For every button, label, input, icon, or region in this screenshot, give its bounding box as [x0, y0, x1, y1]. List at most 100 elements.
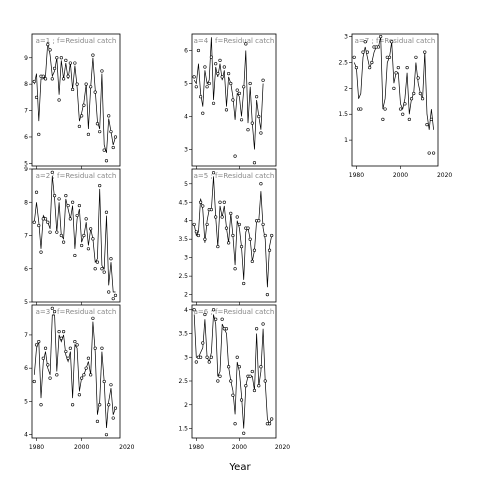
data-point — [211, 308, 216, 312]
data-point — [403, 102, 407, 106]
panel-frame — [351, 33, 439, 167]
data-point — [107, 290, 111, 294]
panel-title: a=5 ; f=Residual catch — [194, 172, 275, 180]
y-tick-label: 2.5 — [178, 378, 188, 385]
data-point — [201, 111, 205, 115]
panel-1: a=1 ; f=Residual catch 5 6 7 8 9 — [24, 33, 121, 169]
fitted-line — [33, 314, 116, 429]
data-point — [209, 355, 213, 359]
panel-6: a=3 ; f=Residual catch 4 5 6 7 1980 2000 2020 — [24, 304, 135, 451]
data-point — [93, 346, 97, 350]
data-point — [218, 58, 222, 63]
data-point — [255, 327, 259, 331]
data-point — [394, 71, 398, 75]
data-point — [224, 327, 229, 331]
data-point — [220, 75, 224, 79]
panel-frame — [191, 304, 277, 439]
data-point — [82, 373, 86, 377]
data-point — [233, 422, 237, 426]
y-tick-label: 8 — [24, 199, 28, 206]
data-point — [239, 398, 244, 402]
data-point — [250, 369, 254, 374]
data-point — [270, 233, 274, 238]
data-point — [50, 77, 54, 81]
data-point — [100, 69, 104, 73]
data-point — [192, 308, 196, 312]
data-point — [57, 197, 61, 201]
data-point — [239, 244, 244, 249]
panel-4: a=2 ; f=Residual catch 5 6 7 8 9 — [24, 166, 121, 306]
x-tick-label: 2020 — [275, 444, 290, 451]
data-point — [34, 95, 39, 99]
data-point — [209, 208, 213, 212]
data-point — [201, 341, 205, 345]
data-point — [229, 211, 233, 215]
data-point — [43, 77, 48, 81]
data-point — [248, 81, 252, 86]
data-point — [86, 356, 91, 360]
data-point — [263, 233, 267, 238]
panel-title: a=6 ; f=Residual catch — [194, 308, 275, 316]
data-point — [113, 135, 118, 139]
data-point — [192, 222, 196, 227]
data-point — [216, 379, 220, 383]
data-point — [109, 257, 113, 261]
data-point — [50, 170, 54, 174]
data-point — [46, 220, 50, 224]
y-tick-label: 3 — [344, 34, 348, 41]
y-tick-label: 5 — [24, 299, 28, 306]
y-tick-label: 4 — [184, 114, 188, 121]
data-point — [55, 230, 59, 234]
y-tick-label: 2 — [184, 402, 188, 409]
data-point — [257, 219, 261, 223]
data-point — [32, 379, 36, 384]
data-point — [111, 416, 115, 420]
data-point — [89, 85, 93, 89]
data-point — [100, 346, 104, 350]
data-point — [86, 132, 91, 136]
data-point — [224, 226, 229, 230]
data-point — [75, 82, 79, 86]
data-point — [231, 233, 235, 238]
data-point — [59, 233, 63, 238]
data-point — [205, 85, 209, 89]
data-point — [214, 317, 218, 321]
panel-frame — [191, 33, 277, 167]
data-point — [409, 97, 414, 101]
y-tick-label: 1.5 — [178, 426, 188, 433]
data-point — [71, 87, 75, 92]
data-point — [80, 114, 84, 118]
data-point — [192, 75, 196, 79]
data-point — [209, 55, 213, 59]
data-point — [61, 240, 66, 244]
data-point — [370, 60, 374, 65]
y-tick-label: 5 — [24, 160, 28, 167]
y-tick-label: 5 — [184, 81, 188, 88]
y-tick-label: 1 — [344, 137, 348, 144]
data-point — [75, 343, 79, 347]
data-point — [259, 182, 263, 186]
data-point — [263, 379, 267, 383]
data-point — [113, 406, 118, 410]
data-point — [425, 122, 429, 127]
data-point — [383, 107, 387, 111]
data-point — [220, 317, 224, 321]
data-point — [109, 130, 113, 134]
data-point — [412, 91, 416, 96]
data-point — [265, 293, 269, 297]
data-point — [407, 117, 411, 122]
panel-3: a=7 ; f=Residual catch 1 1.5 2 2.5 3 1980 2000 2… — [338, 34, 452, 179]
panel-title: a=3 ; f=Residual catch — [36, 308, 117, 316]
data-point — [34, 190, 39, 194]
data-point — [46, 363, 50, 367]
data-point — [427, 151, 431, 155]
data-point — [354, 66, 359, 70]
data-point — [32, 220, 36, 224]
data-point — [267, 248, 272, 252]
data-point — [392, 86, 396, 90]
data-point — [98, 403, 102, 407]
data-point — [229, 81, 233, 86]
data-point — [246, 226, 250, 230]
y-tick-label: 7 — [24, 233, 28, 240]
data-point — [77, 203, 81, 208]
